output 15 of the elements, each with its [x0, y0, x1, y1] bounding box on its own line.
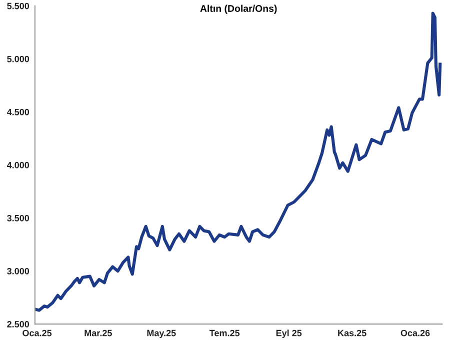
y-tick-label: 5.000 — [7, 56, 30, 62]
x-tick-label: Oca.25 — [22, 330, 52, 336]
x-tick-label: Oca.26 — [400, 330, 430, 336]
y-tick-label: 5.500 — [7, 2, 30, 10]
x-tick-label: Eyl 25 — [276, 330, 302, 338]
y-tick-label: 3.500 — [7, 214, 30, 222]
y-tick-label: 4.500 — [6, 108, 30, 116]
x-tick-label: Mar.25 — [84, 330, 112, 336]
chart-title: Altın (Dolar/Ons) — [200, 4, 277, 14]
x-tick-label: Tem.25 — [209, 330, 240, 336]
y-tick-label: 3.000 — [7, 268, 30, 274]
y-tick-label: 4.000 — [6, 162, 30, 168]
x-tick-label: May.25 — [147, 330, 176, 338]
y-tick-label: 2.500 — [7, 321, 30, 328]
x-tick-label: Kas.25 — [338, 330, 366, 336]
